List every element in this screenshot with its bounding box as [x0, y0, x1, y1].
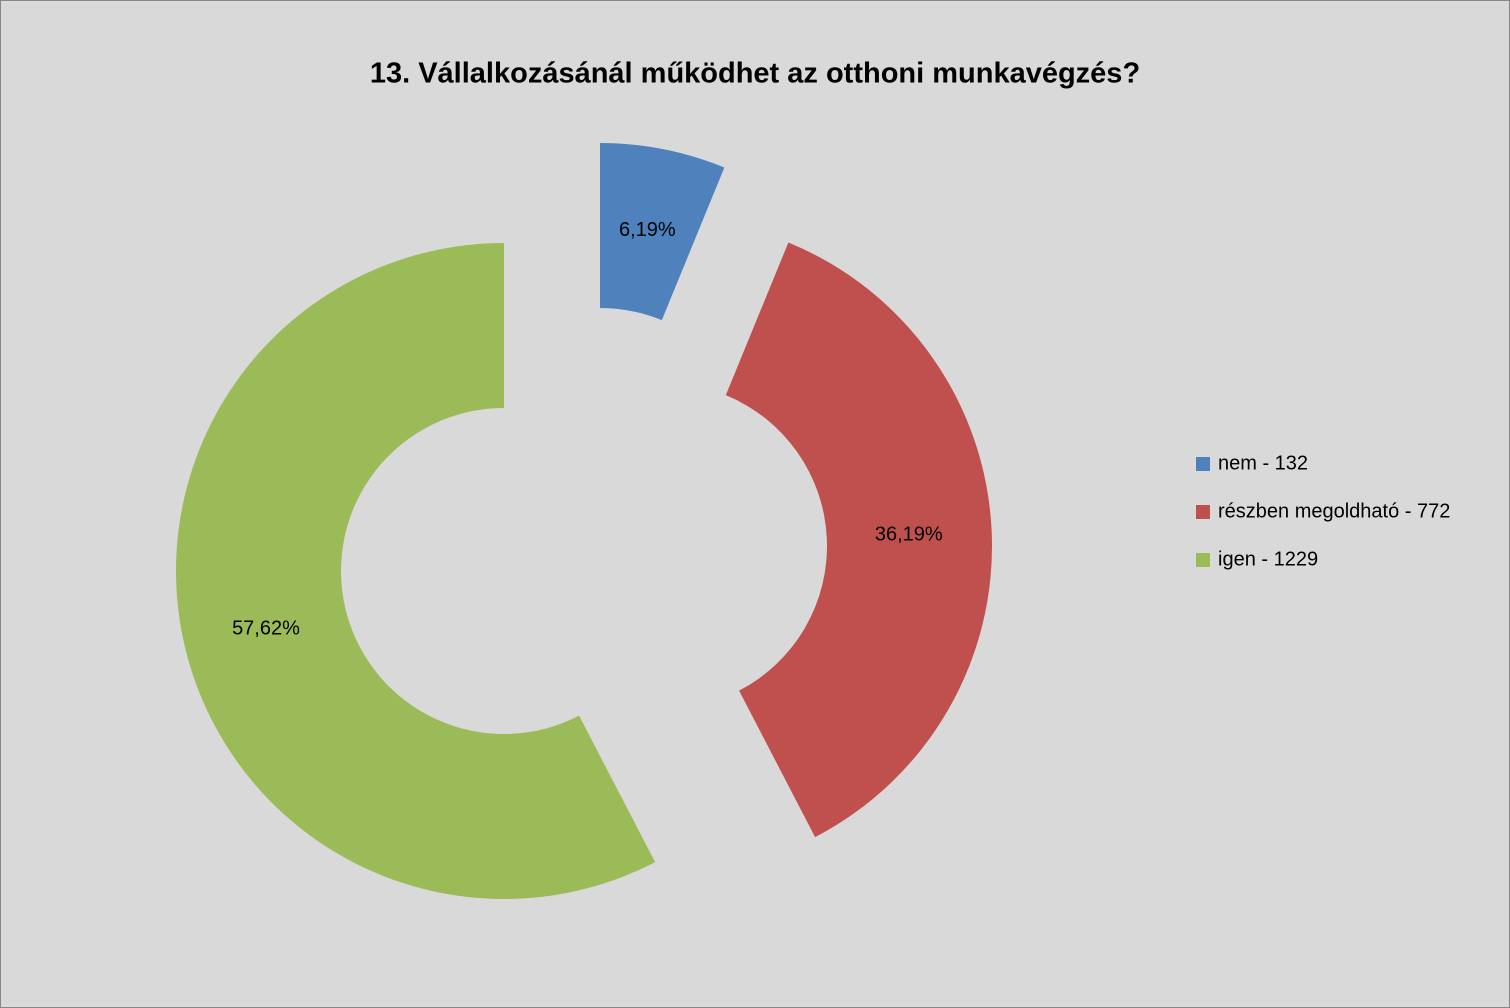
legend-label: igen - 1229: [1218, 548, 1318, 570]
legend-label: nem - 132: [1218, 452, 1308, 474]
legend-swatch: [1196, 553, 1210, 567]
data-label: 6,19%: [619, 219, 676, 241]
donut-segment: [176, 242, 656, 899]
legend-swatch: [1196, 505, 1210, 519]
legend-label: részben megoldható - 772: [1218, 500, 1450, 522]
donut-segment: [600, 143, 725, 321]
donut-segment: [725, 242, 992, 838]
chart-title: 13. Vállalkozásánál működhet az otthoni …: [370, 58, 1140, 90]
data-label: 36,19%: [875, 523, 943, 545]
legend-swatch: [1196, 457, 1210, 471]
data-label: 57,62%: [232, 617, 300, 639]
